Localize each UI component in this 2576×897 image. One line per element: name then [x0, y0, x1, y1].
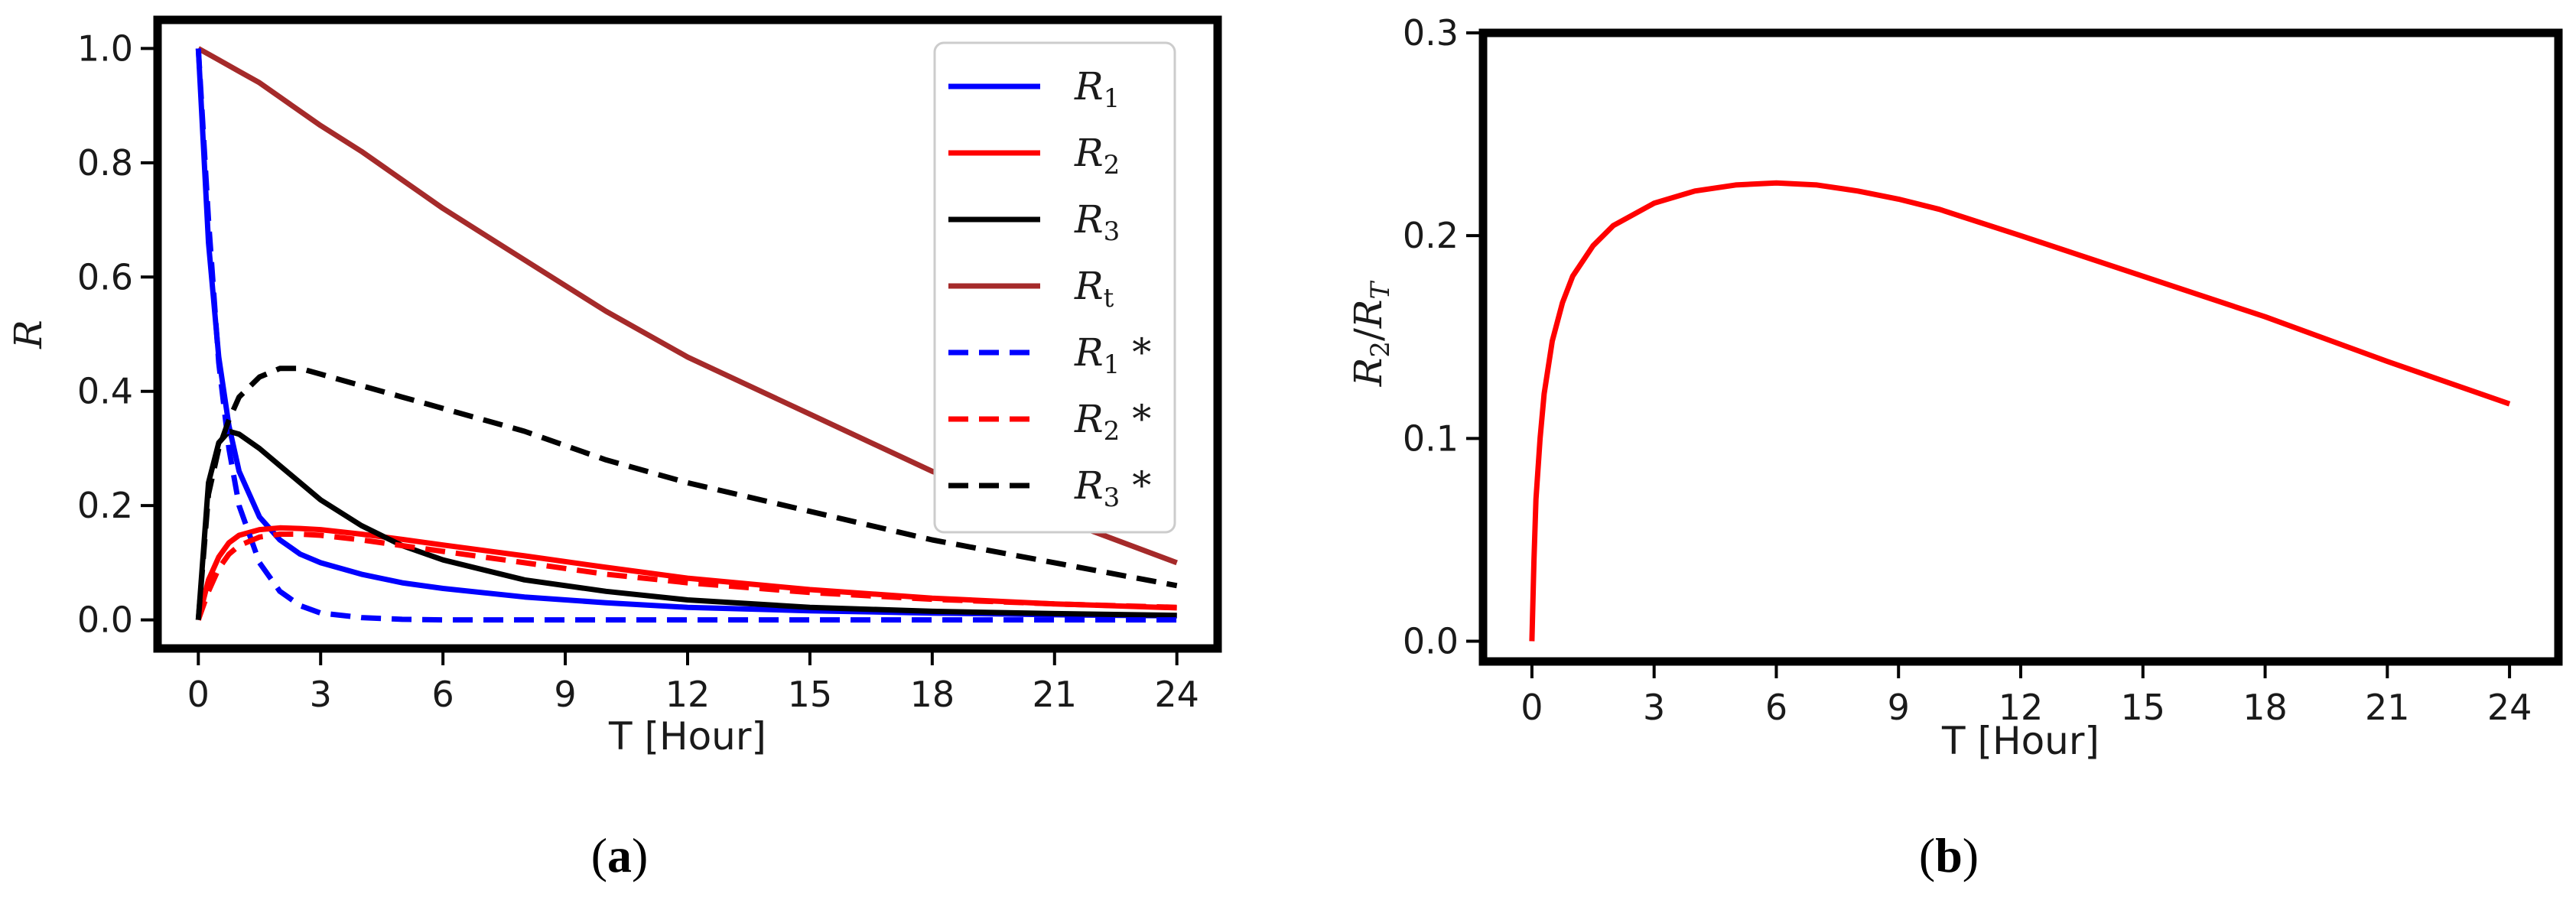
series-line-r-t [197, 46, 1178, 566]
legend-box [933, 41, 1176, 534]
y-tick-label: 0.4 [77, 371, 133, 412]
x-axis-label-b: T [Hour] [1941, 719, 2100, 763]
y-tick-label: 0.3 [1403, 12, 1459, 54]
x-tick-label: 6 [1765, 687, 1787, 728]
legend-label: R1 * [1074, 330, 1151, 380]
plot-lines-b [1529, 180, 2511, 642]
y-tick-label: 0.6 [77, 256, 133, 297]
y-tick-label: 1.0 [77, 28, 133, 69]
x-tick-label: 12 [665, 674, 711, 715]
y-tick-label: 0.0 [1403, 620, 1459, 661]
legend-label: R1 [1074, 64, 1120, 114]
x-tick-label: 24 [1154, 674, 1199, 715]
legend-label: R2 [1074, 131, 1120, 180]
series-line-ratio [1529, 180, 2511, 642]
x-tick-label: 0 [187, 674, 210, 715]
x-tick-label: 21 [2365, 687, 2410, 728]
x-tick-label: 9 [1888, 687, 1910, 728]
x-tick-label: 3 [310, 674, 332, 715]
chart-panel-a: 0 3 6 9 12 15 18 21 24 0.0 0.2 0.4 0.6 0.8 1.0 T [Hour… [6, 15, 1222, 759]
legend-a: R1 R2 R3 Rt R1 * R2 * R3 * [933, 41, 1176, 534]
axis-ticks-a: 0 3 6 9 12 15 18 21 24 0.0 0.2 0.4 0.6 0.8 1.0 [77, 28, 1199, 715]
x-tick-label: 15 [788, 674, 833, 715]
x-tick-label: 0 [1521, 687, 1543, 728]
y-axis-label-b: R2/RT [1346, 280, 1396, 387]
x-tick-label: 24 [2487, 687, 2532, 728]
y-axis-label-a: R [6, 320, 50, 349]
x-tick-label: 18 [910, 674, 955, 715]
x-tick-label: 6 [432, 674, 454, 715]
y-tick-label: 0.2 [1403, 215, 1459, 256]
panel-label-a: (a) [591, 828, 649, 882]
legend-label: R2 * [1074, 397, 1151, 447]
x-tick-label: 15 [2120, 687, 2165, 728]
chart-panel-b: 0 3 6 9 12 15 18 21 24 0.0 0.1 0.2 0.3 T [Hour] R2/R… [1346, 12, 2563, 763]
legend-label: R3 [1074, 197, 1120, 247]
plot-frame-b [1478, 28, 2563, 666]
series-line-r-2 [196, 531, 1177, 621]
legend-label: Rt [1074, 264, 1114, 314]
series-line-r-2 [195, 525, 1177, 621]
plot-lines-a [195, 46, 1178, 623]
x-tick-label: 18 [2243, 687, 2288, 728]
x-tick-label: 21 [1032, 674, 1077, 715]
y-tick-label: 0.0 [77, 600, 133, 641]
panel-label-b: (b) [1919, 828, 1979, 882]
y-tick-label: 0.1 [1403, 418, 1459, 459]
legend-label: R3 * [1074, 463, 1151, 513]
x-tick-label: 12 [1999, 687, 2044, 728]
plot-frame-a [153, 15, 1222, 653]
y-tick-label: 0.2 [77, 485, 133, 526]
x-tick-label: 9 [554, 674, 576, 715]
series-line-r-3 [195, 366, 1178, 620]
axis-ticks-b: 0 3 6 9 12 15 18 21 24 0.0 0.1 0.2 0.3 [1403, 12, 2532, 728]
x-axis-label-a: T [Hour] [608, 714, 766, 759]
y-tick-label: 0.8 [77, 142, 133, 184]
series-line-r-1 [195, 48, 1177, 623]
x-tick-label: 3 [1643, 687, 1665, 728]
